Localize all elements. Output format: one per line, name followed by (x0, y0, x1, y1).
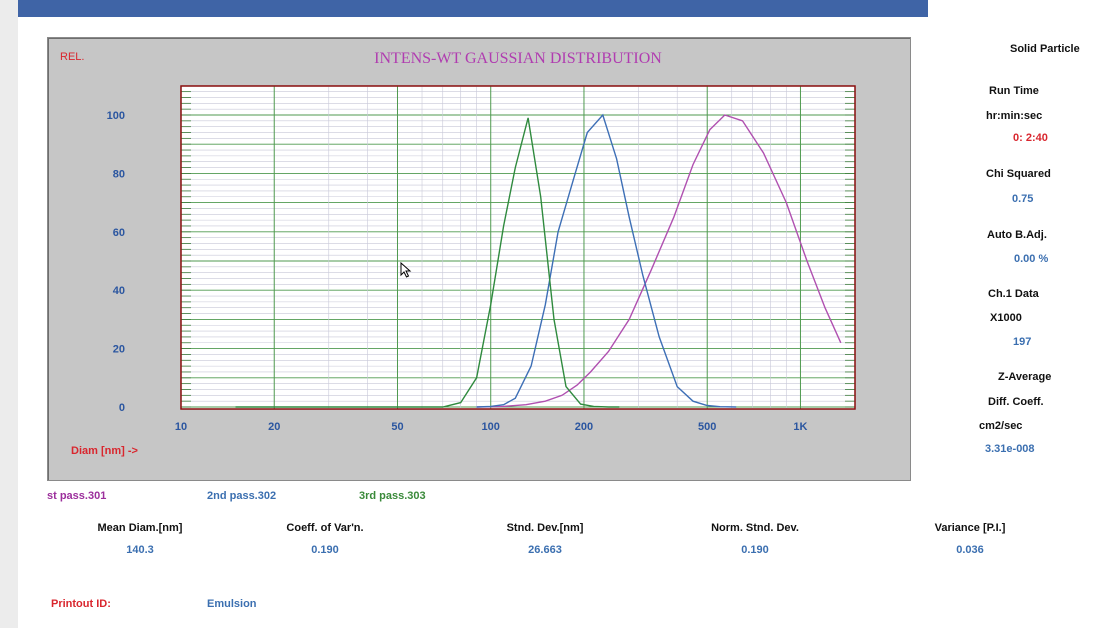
chi-squared-label: Chi Squared (986, 168, 1051, 180)
y-tick-label: 20 (113, 344, 125, 356)
solid-particle-label: Solid Particle (1010, 43, 1080, 55)
x-tick-label: 100 (482, 421, 500, 433)
z-average-label: Z-Average (998, 371, 1052, 383)
legend-series-3: 3rd pass.303 (359, 490, 426, 502)
std-dev-value: 26.663 (528, 544, 562, 556)
norm-std-dev-label: Norm. Stnd. Dev. (711, 522, 799, 534)
x-tick-label: 20 (268, 421, 280, 433)
printout-id-label: Printout ID: (51, 598, 111, 610)
chi-squared-value: 0.75 (1012, 193, 1034, 205)
mouse-cursor-icon (400, 262, 412, 278)
y-tick-label: 0 (119, 402, 125, 414)
mean-diam-label: Mean Diam.[nm] (97, 522, 183, 534)
variance-label: Variance [P.I.] (934, 522, 1006, 534)
series-line-2 (476, 113, 737, 408)
coeff-var-value: 0.190 (311, 544, 339, 556)
ch1-multiplier: X1000 (990, 312, 1022, 324)
plot-frame (180, 85, 856, 410)
legend-series-1: st pass.301 (47, 490, 107, 502)
x-tick-label: 200 (575, 421, 593, 433)
y-tick-label: 40 (113, 285, 125, 297)
ch1-data-value: 197 (1013, 336, 1032, 348)
diff-coeff-value: 3.31e-008 (985, 443, 1035, 455)
mean-diam-value: 140.3 (126, 544, 154, 556)
series-line-3 (235, 117, 620, 408)
diff-coeff-unit: cm2/sec (979, 420, 1023, 432)
series-line-1 (476, 114, 842, 408)
chart-svg: 0 20 40 60 80 100 10 20 50 100 200 500 1K INTENS-WT G… (60, 50, 856, 457)
run-time-unit: hr:min:sec (986, 110, 1043, 122)
variance-value: 0.036 (956, 544, 984, 556)
legend-series-2: 2nd pass.302 (207, 490, 277, 502)
coeff-var-label: Coeff. of Var'n. (286, 522, 364, 534)
norm-std-dev-value: 0.190 (741, 544, 769, 556)
diff-coeff-label: Diff. Coeff. (988, 396, 1044, 408)
y-tick-label: 80 (113, 168, 125, 180)
distribution-chart: 0 20 40 60 80 100 10 20 50 100 200 500 1K INTENS-WT G… (47, 37, 911, 481)
x-tick-label: 10 (175, 421, 187, 433)
auto-badj-value: 0.00 % (1014, 253, 1049, 265)
std-dev-label: Stnd. Dev.[nm] (506, 522, 584, 534)
title-bar (18, 0, 928, 17)
printout-id-value: Emulsion (207, 598, 257, 610)
y-tick-label: 60 (113, 227, 125, 239)
plot-area (180, 85, 856, 410)
auto-badj-label: Auto B.Adj. (987, 229, 1047, 241)
x-tick-label: 1K (793, 421, 807, 433)
x-tick-label: 50 (391, 421, 403, 433)
x-tick-label: 500 (698, 421, 716, 433)
y-axis-label: REL. (60, 51, 84, 63)
ch1-data-label: Ch.1 Data (988, 288, 1039, 300)
x-axis-label: Diam [nm] -> (71, 445, 138, 457)
y-tick-label: 100 (107, 110, 125, 122)
chart-title: INTENS-WT GAUSSIAN DISTRIBUTION (374, 50, 662, 67)
run-time-label: Run Time (989, 85, 1039, 97)
run-time-value: 0: 2:40 (1013, 132, 1048, 144)
